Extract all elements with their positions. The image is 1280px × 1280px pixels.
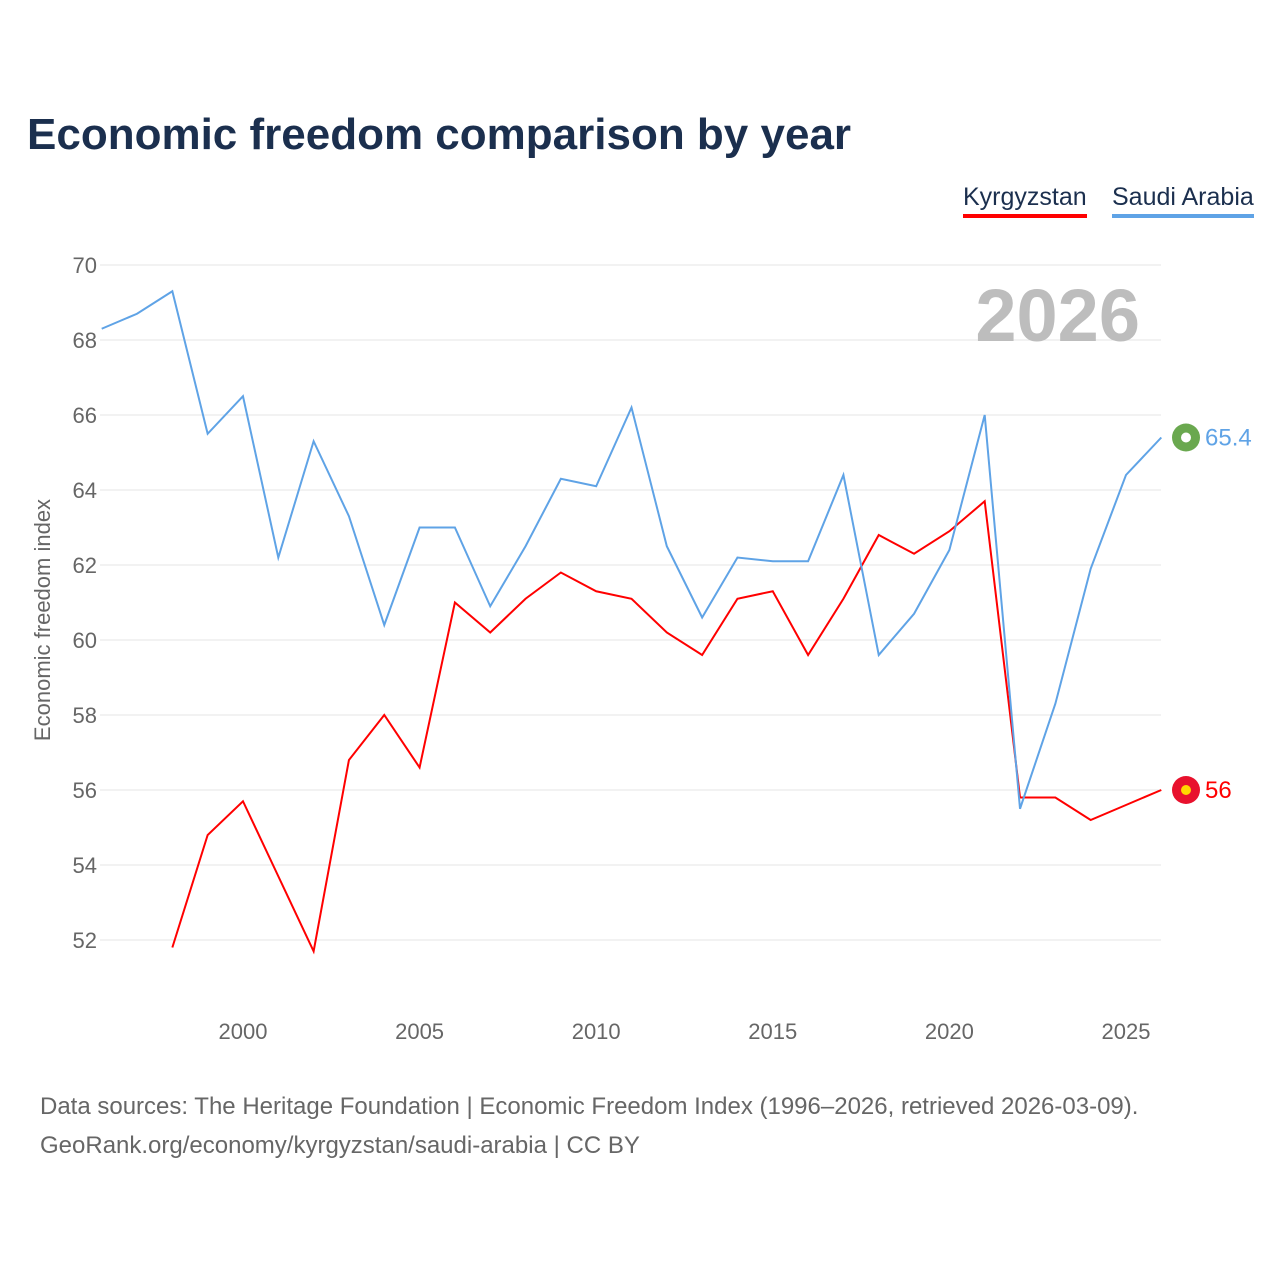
y-tick-label: 58 xyxy=(73,703,97,728)
x-tick-label: 2015 xyxy=(748,1019,797,1044)
y-tick-label: 54 xyxy=(73,853,97,878)
end-value-label: 65.4 xyxy=(1205,425,1252,452)
source-line-1: Data sources: The Heritage Foundation | … xyxy=(40,1093,1139,1120)
y-tick-label: 62 xyxy=(73,553,97,578)
y-axis-label: Economic freedom index xyxy=(30,499,55,741)
y-tick-label: 52 xyxy=(73,928,97,953)
x-tick-label: 2020 xyxy=(925,1019,974,1044)
year-watermark: 2026 xyxy=(975,274,1140,357)
legend-kyrgyzstan[interactable]: Kyrgyzstan xyxy=(963,183,1087,218)
y-tick-label: 68 xyxy=(73,328,97,353)
x-tick-label: 2005 xyxy=(395,1019,444,1044)
chart-title: Economic freedom comparison by year xyxy=(27,110,852,159)
legend-saudi-arabia[interactable]: Saudi Arabia xyxy=(1112,183,1254,218)
y-tick-label: 60 xyxy=(73,628,97,653)
y-tick-label: 70 xyxy=(73,253,97,278)
flag-emblem xyxy=(1181,432,1191,443)
x-tick-label: 2025 xyxy=(1102,1019,1151,1044)
y-tick-label: 56 xyxy=(73,778,97,803)
x-tick-label: 2010 xyxy=(572,1019,621,1044)
source-line-2[interactable]: GeoRank.org/economy/kyrgyzstan/saudi-ara… xyxy=(40,1132,640,1159)
y-tick-label: 64 xyxy=(73,478,97,503)
y-tick-label: 66 xyxy=(73,403,97,428)
x-tick-label: 2000 xyxy=(219,1019,268,1044)
source-note: Data sources: The Heritage Foundation | … xyxy=(40,1087,1138,1165)
flag-emblem xyxy=(1181,785,1191,795)
end-value-label: 56 xyxy=(1205,777,1232,804)
series-line-kyrgyzstan xyxy=(171,499,1162,955)
series-line-saudi-arabia xyxy=(101,289,1163,810)
